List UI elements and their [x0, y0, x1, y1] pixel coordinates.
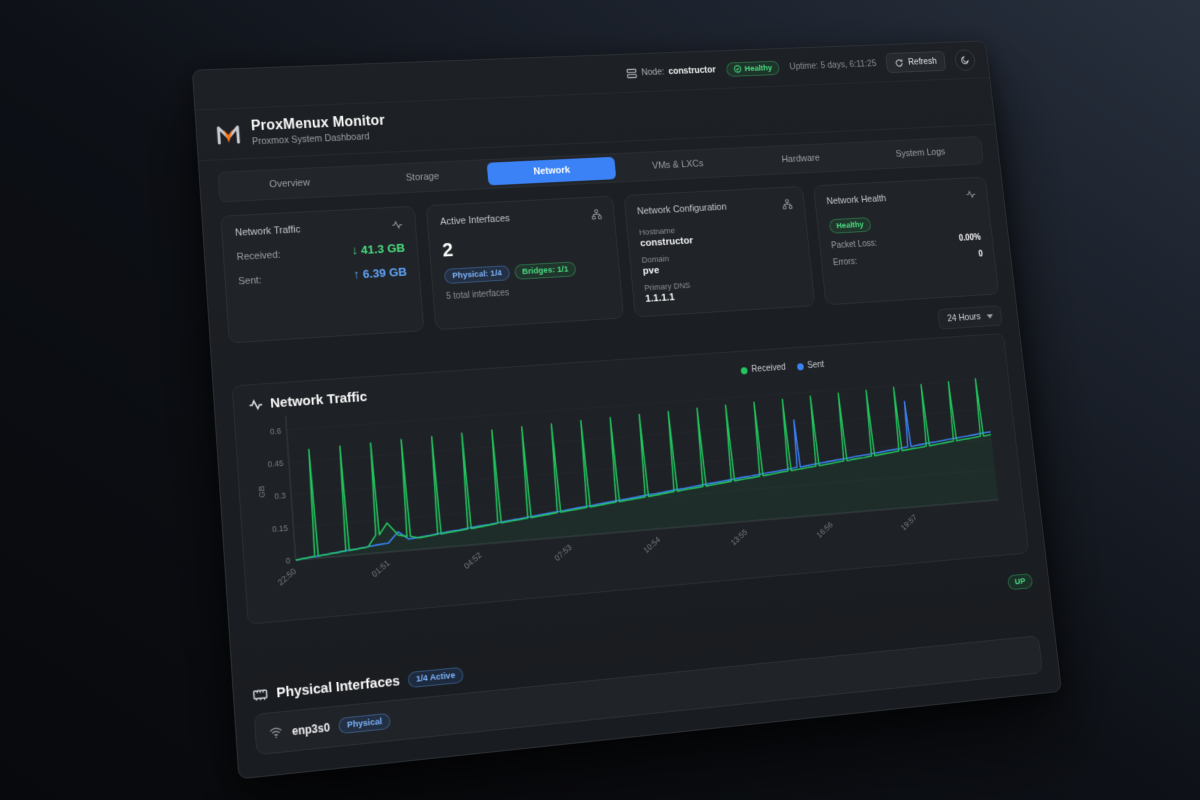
card-title: Network Configuration	[636, 201, 728, 217]
app-title-block: ProxMenux Monitor Proxmox System Dashboa…	[251, 113, 387, 147]
legend-sent: Sent	[796, 360, 825, 371]
tab-vms-lxcs[interactable]: VMs & LXCs	[651, 158, 704, 172]
svg-text:19:57: 19:57	[899, 513, 918, 533]
traffic-line-chart: 0 0.15 0.3 0.45 0.6 22:50 01:51 04:52 07:53 10:54…	[257, 360, 1013, 587]
network-health-card: Network Health Healthy Packet Loss: 0.00…	[812, 176, 1000, 306]
received-value: ↓ 41.3 GB	[351, 240, 406, 258]
wifi-icon	[268, 725, 283, 741]
sent-label: Sent:	[237, 274, 262, 287]
activity-icon	[965, 189, 976, 200]
tab-system-logs[interactable]: System Logs	[895, 146, 946, 160]
received-dot-icon	[740, 366, 748, 375]
node-indicator: Node: constructor	[626, 64, 716, 78]
total-interfaces-text: 5 total interfaces	[445, 288, 510, 302]
time-range-value: 24 Hours	[946, 311, 982, 324]
tab-network[interactable]: Network	[486, 156, 617, 186]
chevron-down-icon	[986, 313, 994, 319]
activity-icon	[248, 397, 263, 413]
moon-icon	[960, 55, 970, 65]
svg-text:0.3: 0.3	[274, 491, 287, 501]
bridges-count-badge: Bridges: 1/1	[513, 261, 577, 280]
svg-text:01:51: 01:51	[370, 558, 391, 579]
tab-hardware[interactable]: Hardware	[781, 152, 821, 165]
packet-loss-label: Packet Loss:	[830, 238, 878, 251]
check-circle-icon	[733, 65, 742, 74]
svg-text:07:53: 07:53	[553, 542, 574, 563]
uptime-text: Uptime: 5 days, 6:11:25	[789, 58, 877, 72]
theme-toggle-button[interactable]	[953, 49, 977, 72]
svg-text:0.6: 0.6	[270, 426, 283, 436]
svg-text:13:55: 13:55	[729, 527, 749, 547]
svg-text:10:54: 10:54	[642, 535, 663, 556]
network-traffic-chart-card: Network Traffic Received Sent 0 0.15 0.3 0.…	[231, 332, 1030, 625]
active-count-badge: 1/4 Active	[407, 666, 464, 689]
legend-received: Received	[740, 363, 786, 376]
svg-text:0: 0	[285, 556, 291, 566]
network-traffic-card: Network Traffic Received: ↓ 41.3 GB Sent…	[220, 205, 425, 344]
tab-overview[interactable]: Overview	[269, 177, 311, 191]
node-label: Node:	[640, 66, 665, 78]
packet-loss-value: 0.00%	[958, 232, 982, 244]
svg-text:GB: GB	[257, 485, 267, 498]
received-label: Received:	[236, 249, 281, 263]
svg-text:16:56: 16:56	[815, 520, 835, 540]
card-title: Network Traffic	[234, 224, 301, 239]
svg-text:0.45: 0.45	[267, 458, 284, 469]
tab-storage[interactable]: Storage	[405, 171, 440, 184]
errors-label: Errors:	[832, 257, 858, 268]
up-status-badge: UP	[1006, 572, 1034, 590]
health-badge: Healthy	[828, 217, 872, 234]
activity-icon	[391, 219, 403, 231]
refresh-button[interactable]: Refresh	[885, 51, 947, 74]
proxmenux-logo	[214, 120, 243, 148]
network-configuration-card: Network Configuration Hostname construct…	[623, 185, 816, 318]
svg-text:0.15: 0.15	[272, 523, 289, 534]
node-name: constructor	[667, 64, 717, 77]
interface-name: enp3s0	[291, 720, 331, 738]
card-title: Network Health	[826, 193, 887, 207]
errors-value: 0	[977, 249, 984, 260]
refresh-icon	[894, 58, 904, 67]
server-icon	[626, 67, 638, 78]
network-nodes-icon	[590, 208, 602, 220]
section-title: Physical Interfaces	[275, 672, 401, 702]
physical-count-badge: Physical: 1/4	[443, 265, 511, 285]
sent-dot-icon	[796, 362, 804, 371]
health-status-badge: Healthy	[725, 60, 781, 77]
dashboard-window: Node: constructor Healthy Uptime: 5 days…	[191, 40, 1063, 780]
ethernet-ports-icon	[252, 686, 269, 704]
active-interfaces-card: Active Interfaces 2 Physical: 1/4 Bridge…	[425, 195, 624, 331]
interface-count: 2	[441, 238, 454, 262]
time-range-select[interactable]: 24 Hours	[937, 305, 1003, 330]
svg-text:04:52: 04:52	[462, 550, 483, 571]
interface-type-badge: Physical	[338, 712, 391, 735]
network-nodes-icon	[781, 198, 793, 210]
svg-text:22:50: 22:50	[276, 566, 298, 587]
card-title: Active Interfaces	[439, 213, 511, 228]
sent-value: ↑ 6.39 GB	[353, 264, 408, 282]
